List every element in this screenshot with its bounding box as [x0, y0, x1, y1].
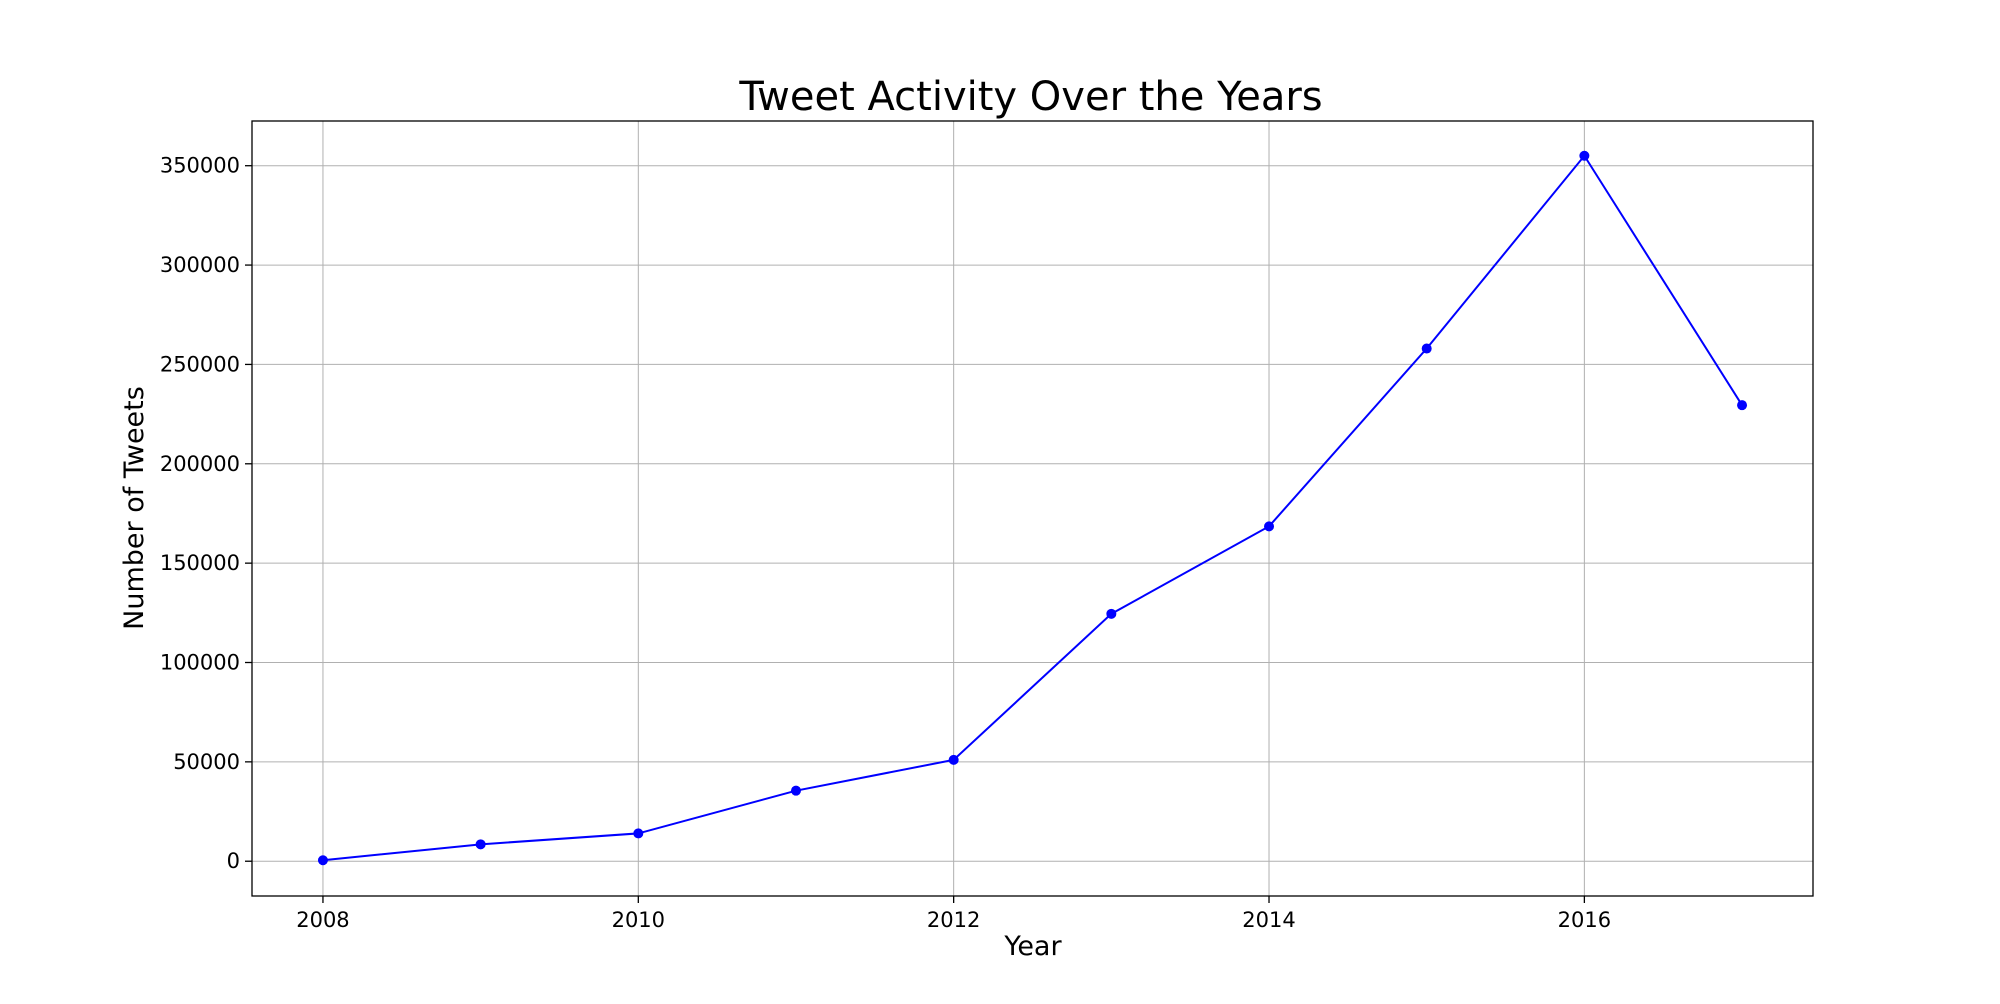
data-point	[1579, 150, 1590, 161]
x-axis-ticks: 2008 2010 2012 2014 2016	[296, 896, 1611, 932]
y-tick-label: 0	[227, 849, 240, 873]
data-point	[790, 785, 801, 796]
data-point	[1421, 343, 1432, 354]
grid-lines	[252, 121, 1813, 896]
data-point	[1264, 521, 1275, 532]
y-tick-label: 150000	[160, 551, 240, 575]
data-point	[475, 839, 486, 850]
y-tick-label: 350000	[160, 154, 240, 178]
y-tick-label: 100000	[160, 651, 240, 675]
series-layer	[317, 150, 1748, 866]
y-tick-label: 50000	[173, 750, 240, 774]
plot-area-frame	[251, 120, 1814, 897]
chart-title: Tweet Activity Over the Years	[738, 74, 1322, 120]
data-point	[317, 855, 328, 866]
data-point	[948, 754, 959, 765]
x-tick-label: 2012	[927, 908, 980, 932]
x-axis-label: Year	[1003, 931, 1062, 962]
data-point	[633, 828, 644, 839]
x-tick-label: 2008	[296, 908, 349, 932]
x-tick-label: 2014	[1242, 908, 1295, 932]
y-axis-ticks: 0 50000 100000 150000 200000 250000 300000 3500…	[160, 154, 252, 873]
series-line	[322, 154, 1743, 862]
x-tick-label: 2010	[612, 908, 665, 932]
y-tick-label: 200000	[160, 452, 240, 476]
x-tick-label: 2016	[1558, 908, 1611, 932]
data-point	[1106, 608, 1117, 619]
y-tick-label: 250000	[160, 352, 240, 376]
data-point	[1737, 400, 1748, 411]
y-tick-label: 300000	[160, 253, 240, 277]
y-axis-label: Number of Tweets	[119, 386, 150, 630]
